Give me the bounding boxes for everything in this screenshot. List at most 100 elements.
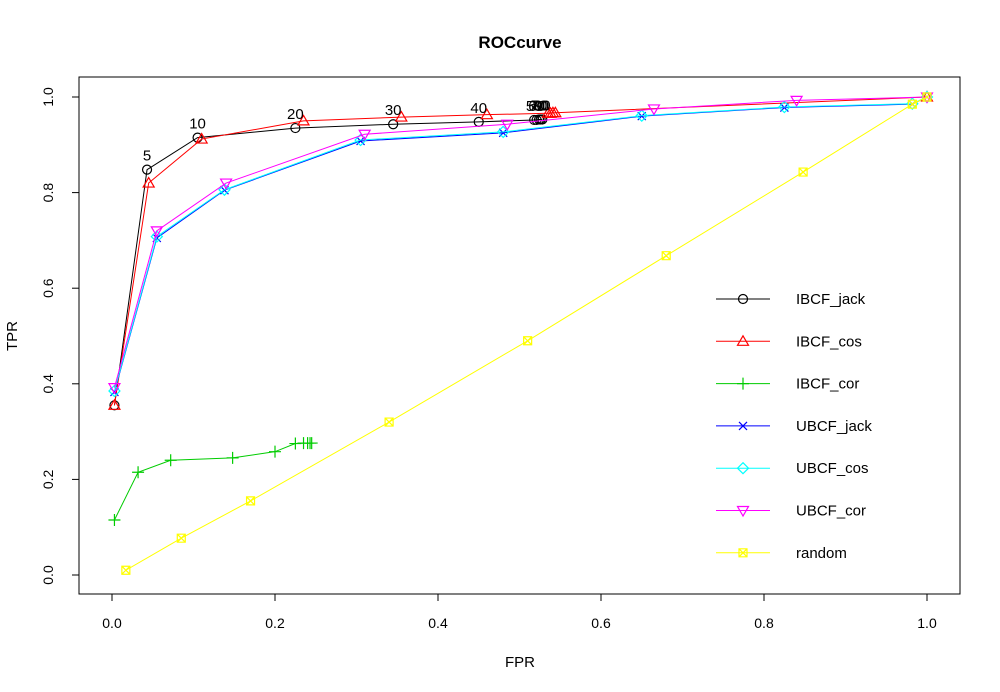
series-random (121, 92, 932, 575)
y-tick-label: 0.6 (40, 278, 56, 298)
series-line-ibcf-cos (113, 96, 928, 406)
series-ubcf-jack (110, 92, 932, 397)
y-tick-label: 0.4 (40, 374, 56, 394)
series-line-ibcf-cor (113, 442, 312, 521)
legend-marker-ubcf-cor (736, 505, 750, 518)
y-axis-label: TPR (4, 321, 21, 351)
legend-label-ibcf-cos: IBCF_cos (796, 333, 862, 350)
series-ubcf-cos (108, 90, 934, 398)
point-label: 80 (532, 97, 549, 114)
legend: IBCF_jack IBCF_cos IBCF_cor UBCF_jack UBCF_c… (716, 291, 872, 562)
legend-marker-ubcf-cos (736, 461, 750, 475)
data-point-random (907, 99, 917, 109)
legend-item-ubcf-cos: UBCF_cos (716, 460, 869, 477)
data-point-ubcf-cos (635, 109, 649, 122)
series-ibcf-cos (107, 90, 934, 410)
legend-label-ubcf-jack: UBCF_jack (796, 418, 872, 435)
x-tick-label: 0.0 (102, 615, 122, 631)
data-point-ibcf-jack (529, 114, 540, 126)
data-point-ibcf-jack (141, 164, 153, 175)
data-point-ubcf-cor (647, 104, 661, 116)
x-axis: 0.0 0.2 0.4 0.6 0.8 1.0 (102, 593, 937, 631)
data-point-ibcf-cor (226, 451, 239, 464)
series-line-ubcf-cor (113, 96, 928, 388)
y-axis: 0.0 0.2 0.4 0.6 0.8 1.0 (40, 87, 80, 585)
data-point-random (661, 251, 671, 261)
legend-label-ubcf-cor: UBCF_cor (796, 503, 866, 520)
y-tick-label: 0.8 (40, 183, 56, 203)
y-tick-label: 1.0 (40, 87, 56, 107)
series-ubcf-cor (107, 92, 934, 395)
legend-marker-ibcf-cor (737, 377, 749, 390)
y-tick-label: 0.2 (40, 469, 56, 489)
data-point-random (523, 336, 533, 346)
data-point-ibcf-cos (480, 107, 494, 120)
x-tick-label: 1.0 (917, 615, 937, 631)
data-point-ibcf-cos (142, 176, 156, 188)
data-point-ibcf-cos (296, 114, 311, 126)
data-point-ubcf-cos (150, 230, 164, 243)
legend-marker-ibcf-jack (737, 293, 749, 305)
x-tick-label: 0.6 (591, 615, 611, 631)
data-point-random (121, 565, 131, 575)
series-ibcf-cor (108, 437, 318, 527)
legend-label-ibcf-cor: IBCF_cor (796, 376, 859, 393)
series-ibcf-jack (109, 114, 548, 411)
data-point-random (798, 167, 808, 177)
data-point-ubcf-cor (790, 95, 804, 108)
point-label: 30 (385, 102, 402, 119)
data-point-ibcf-cor (269, 445, 281, 458)
y-tick-label: 0.0 (40, 565, 56, 585)
data-point-ubcf-cos (108, 384, 121, 398)
point-label: 50 (526, 98, 543, 115)
data-point-ibcf-cor (164, 454, 177, 467)
point-label: 20 (287, 106, 304, 123)
x-tick-label: 0.8 (754, 615, 774, 631)
data-point-ubcf-cor (500, 119, 514, 131)
legend-marker-ubcf-jack (738, 421, 748, 431)
data-point-ibcf-cor (108, 514, 121, 527)
legend-item-ibcf-cos: IBCF_cos (716, 333, 862, 350)
data-point-ibcf-jack (537, 114, 548, 125)
legend-item-ubcf-cor: UBCF_cor (716, 503, 866, 520)
data-point-ibcf-jack (388, 119, 399, 130)
point-label: 90 (534, 97, 551, 114)
x-tick-label: 0.4 (428, 615, 448, 631)
data-point-random (176, 533, 186, 543)
data-point-ubcf-cos (778, 100, 791, 114)
data-point-ibcf-cos (394, 110, 408, 122)
series-line-ibcf-jack (113, 118, 543, 406)
legend-item-ibcf-cor: IBCF_cor (716, 376, 859, 393)
data-point-ibcf-cor (305, 437, 318, 450)
data-point-ubcf-cor (150, 226, 164, 238)
data-point-random (245, 496, 256, 506)
data-point-ubcf-cor (219, 178, 233, 190)
point-label: 70 (531, 97, 548, 114)
series-line-ubcf-cos (113, 96, 928, 392)
data-point-ibcf-cos (107, 398, 121, 410)
legend-marker-random (738, 548, 748, 558)
series-layer (107, 90, 934, 575)
point-label: 5 (143, 148, 151, 165)
chart-title: ROCcurve (478, 33, 561, 52)
point-label: 40 (470, 100, 487, 117)
point-label: 60 (528, 98, 545, 115)
data-point-ibcf-cos (548, 106, 562, 118)
data-point-ubcf-cos (218, 183, 231, 197)
legend-item-ibcf-jack: IBCF_jack (716, 291, 866, 308)
data-point-ibcf-cos (195, 132, 209, 144)
data-point-ubcf-cor (107, 383, 121, 395)
data-point-ibcf-cor (132, 466, 145, 479)
legend-label-ubcf-cos: UBCF_cos (796, 460, 869, 477)
data-point-random (922, 92, 932, 102)
data-point-ibcf-jack (290, 122, 301, 134)
legend-marker-ibcf-cos (736, 334, 750, 346)
data-point-ubcf-cor (358, 129, 372, 141)
x-axis-label: FPR (505, 654, 535, 671)
legend-item-random: random (716, 545, 847, 562)
legend-label-ibcf-jack: IBCF_jack (796, 291, 866, 308)
x-tick-label: 0.2 (265, 615, 285, 631)
legend-label-random: random (796, 545, 847, 562)
